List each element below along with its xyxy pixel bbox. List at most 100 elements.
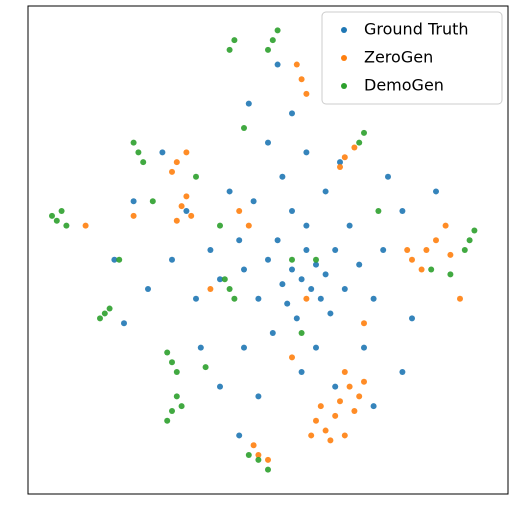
point (169, 359, 175, 366)
point (356, 139, 363, 146)
point (255, 456, 262, 463)
point (188, 212, 195, 219)
point (173, 159, 180, 166)
point (317, 403, 324, 410)
point (221, 276, 228, 283)
point (332, 383, 339, 390)
point (361, 344, 367, 351)
point (289, 266, 295, 273)
point (423, 247, 430, 253)
point (308, 286, 315, 293)
point (169, 256, 175, 263)
legend-marker (341, 27, 347, 33)
point (63, 222, 70, 229)
point (298, 369, 305, 375)
point (53, 217, 60, 224)
point (111, 256, 118, 263)
point (245, 100, 252, 107)
point (447, 251, 454, 258)
point (245, 222, 252, 229)
point (303, 222, 310, 229)
point (322, 271, 329, 278)
point (130, 198, 137, 205)
point (241, 344, 247, 351)
point (404, 247, 411, 253)
point (183, 193, 190, 200)
point (313, 417, 319, 424)
point (370, 403, 377, 410)
point (370, 295, 377, 302)
point (303, 247, 310, 253)
point (173, 217, 180, 224)
point (255, 295, 262, 302)
point (149, 198, 156, 205)
point (269, 37, 276, 44)
point (250, 198, 257, 205)
point (130, 139, 137, 146)
point (274, 237, 281, 244)
point (433, 237, 439, 244)
point (317, 295, 324, 302)
plot-frame (27, 5, 509, 495)
point (341, 369, 348, 375)
point (173, 393, 180, 400)
points (49, 27, 478, 473)
point (433, 188, 439, 195)
point (173, 369, 180, 375)
point (447, 271, 454, 278)
point (332, 412, 339, 419)
point (346, 222, 353, 229)
point (337, 164, 343, 171)
point (337, 159, 343, 166)
point (298, 76, 305, 83)
point (236, 207, 243, 214)
point (193, 173, 199, 180)
point (337, 398, 343, 405)
point (399, 369, 406, 375)
point (289, 256, 295, 263)
point (164, 349, 171, 356)
legend-label: Ground Truth (364, 20, 469, 39)
point (409, 256, 415, 263)
point (226, 188, 233, 195)
point (217, 383, 223, 390)
point (327, 310, 334, 317)
legend-box (321, 11, 503, 105)
point (97, 315, 103, 322)
point (351, 144, 358, 151)
point (202, 364, 209, 371)
point (461, 247, 468, 253)
point (303, 149, 310, 156)
point (269, 329, 276, 336)
point (399, 207, 406, 214)
point (274, 27, 281, 34)
point (265, 46, 271, 53)
point (351, 408, 358, 415)
point (380, 247, 387, 253)
point (313, 344, 319, 351)
point (308, 432, 315, 439)
point (145, 286, 151, 293)
point (241, 125, 247, 131)
point (385, 173, 391, 180)
point (289, 354, 295, 361)
point (245, 451, 252, 458)
point (361, 129, 367, 136)
point (341, 432, 348, 439)
point (106, 305, 113, 312)
point (284, 300, 291, 307)
point (356, 393, 363, 400)
point (226, 286, 233, 293)
point (164, 417, 171, 424)
legend: Ground Truth ZeroGen DemoGen (321, 11, 503, 105)
point (313, 256, 319, 263)
point (313, 261, 319, 268)
point (303, 295, 310, 302)
point (428, 266, 435, 273)
point (116, 256, 123, 263)
point (322, 427, 329, 434)
point (341, 286, 348, 293)
point (265, 456, 271, 463)
